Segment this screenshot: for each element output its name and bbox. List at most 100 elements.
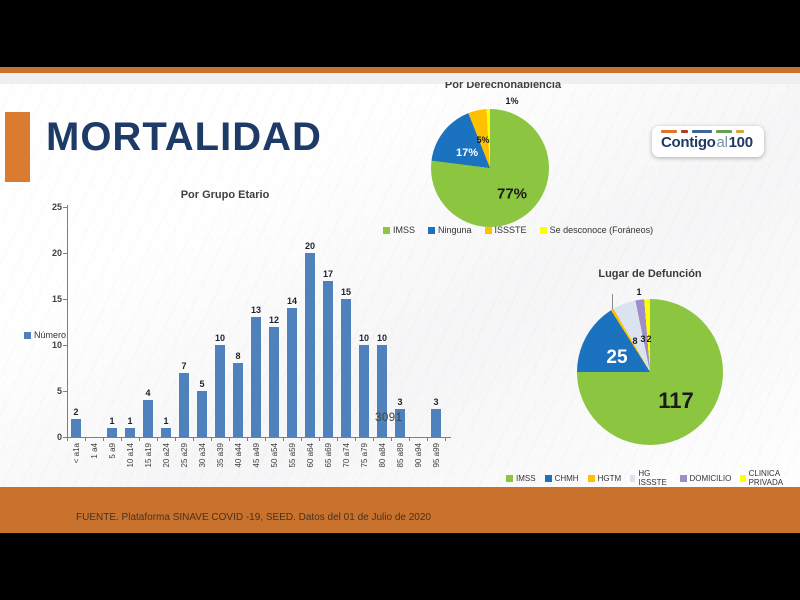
bar	[233, 363, 243, 437]
x-axis-label: 20 a24	[162, 443, 171, 468]
page-title: MORTALIDAD	[46, 115, 322, 159]
logo-text: Contigoal100	[661, 134, 753, 151]
x-axis-label: 5 a9	[108, 443, 117, 459]
logo-dashes-icon	[661, 130, 744, 133]
legend-item-label: CLINICA PRIVADA	[748, 469, 784, 487]
x-axis-tick	[445, 437, 446, 441]
y-axis-tick-label: 25	[51, 202, 62, 212]
x-axis-tick	[157, 437, 158, 441]
bar-value-label: 1	[127, 415, 133, 426]
bar-value-label: 3	[397, 397, 403, 408]
bar	[161, 427, 171, 437]
bar	[269, 326, 279, 437]
bar	[251, 317, 261, 437]
pie-slice-label: 8	[632, 336, 638, 346]
legend-item-label: Número	[34, 330, 67, 340]
pie-slice-label: 17%	[455, 147, 479, 159]
slide: MORTALIDAD Por Grupo Etario Número 0 5 10 1…	[0, 73, 800, 487]
bar-value-label: 1	[163, 415, 169, 426]
legend-item: DOMICILIO	[679, 473, 732, 483]
contigo-al-100-logo: Contigoal100	[652, 126, 764, 157]
bar-value-label: 13	[250, 305, 261, 316]
x-axis-tick	[85, 437, 86, 441]
x-axis-label: 45 a49	[252, 443, 261, 468]
bar-value-label: 14	[286, 296, 297, 307]
bar-value-label: 17	[322, 268, 333, 279]
pie-legend-swatch-icon	[587, 474, 595, 482]
x-axis-tick	[391, 437, 392, 441]
bar-legend-swatch-icon	[24, 331, 31, 339]
bar-value-label: 10	[376, 333, 387, 343]
legend-item: IMSS	[506, 474, 536, 483]
x-axis-tick	[373, 437, 374, 441]
x-axis-label: 80 a84	[378, 443, 387, 468]
logo-dash-icon	[681, 130, 688, 133]
pie-legend-swatch-icon	[679, 474, 687, 482]
x-axis-label: 70 a74	[342, 443, 351, 468]
bar-value-label: 12	[268, 314, 279, 325]
x-axis-label: 85 a89	[396, 443, 405, 468]
bar-value-label: 20	[304, 241, 315, 251]
pie-slice-label: 77%	[496, 185, 528, 203]
bar-value-label: 7	[181, 360, 187, 371]
legend-item: Número	[24, 330, 66, 340]
pie1-derechohabiencia	[431, 109, 549, 227]
pie-legend-swatch-icon	[484, 226, 492, 234]
x-axis-label: < a1a	[72, 443, 81, 464]
x-axis-tick	[301, 437, 302, 441]
logo-dash-icon	[716, 130, 732, 133]
x-axis-tick	[103, 437, 104, 441]
x-axis-label: 50 a54	[270, 443, 279, 468]
pie2-title: Lugar de Defunción	[598, 268, 702, 280]
x-axis-tick	[229, 437, 230, 441]
pie-slice-label: 3	[640, 334, 646, 344]
pie-slice-label: 1	[636, 287, 642, 297]
x-axis-tick	[67, 437, 68, 441]
y-axis-tick-label: 5	[56, 386, 62, 396]
pie-slice-label: 117	[658, 388, 694, 413]
legend-item-label: IMSS	[516, 473, 536, 483]
x-axis-tick	[139, 437, 140, 441]
y-axis-tick	[63, 207, 67, 208]
x-axis-label: 1 a4	[90, 443, 99, 459]
footer-bar: FUENTE. Plataforma SINAVE COVID -19, SEE…	[0, 487, 800, 533]
legend-item: ISSSTE	[484, 225, 527, 235]
pie-slice-label: 1%	[505, 96, 519, 106]
pie-legend-swatch-icon	[740, 474, 746, 482]
footer-source-text: FUENTE. Plataforma SINAVE COVID -19, SEE…	[76, 512, 431, 523]
legend-item-label: CHMH	[554, 473, 579, 483]
x-axis-label: 30 a34	[198, 443, 207, 468]
legend-item-label: DOMICILIO	[689, 473, 732, 483]
bar	[287, 308, 297, 437]
y-axis-tick	[63, 299, 67, 300]
legend-item-label: HG ISSSTE	[638, 469, 667, 487]
pie2-leader-line	[612, 294, 613, 318]
x-axis-tick	[265, 437, 266, 441]
x-axis-label: 25 a29	[180, 443, 189, 468]
pie-slice-label: 25	[606, 347, 628, 368]
bar	[143, 400, 153, 437]
legend-item: CHMH	[544, 473, 579, 483]
x-axis-label: 35 a39	[216, 443, 225, 468]
bar	[395, 409, 405, 437]
logo-dash-icon	[736, 130, 744, 133]
bar-chart-title: Por Grupo Etario	[180, 189, 270, 201]
legend-item-label: IMSS	[393, 225, 416, 235]
x-axis-label: 90 a94	[414, 443, 423, 468]
y-axis-tick-label: 15	[51, 294, 62, 304]
legend-item-label: ISSSTE	[494, 225, 527, 235]
logo-word-contigo: Contigo	[661, 134, 716, 151]
legend-item: HG ISSSTE	[630, 469, 670, 487]
x-axis-line	[67, 437, 451, 438]
pie-slice-label: 2	[646, 334, 652, 344]
x-axis-tick	[409, 437, 410, 441]
x-axis-label: 75 a79	[360, 443, 369, 468]
bar-chart-total-annotation: 3091	[375, 412, 403, 424]
pie-legend-swatch-icon	[428, 226, 436, 234]
pie-legend-swatch-icon	[630, 474, 636, 482]
pie2-lugar-defuncion	[577, 299, 723, 445]
legend-item-label: Ninguna	[438, 225, 472, 235]
legend-item: Se desconoce (Foráneos)	[539, 225, 653, 235]
x-axis-label: 40 a44	[234, 443, 243, 468]
